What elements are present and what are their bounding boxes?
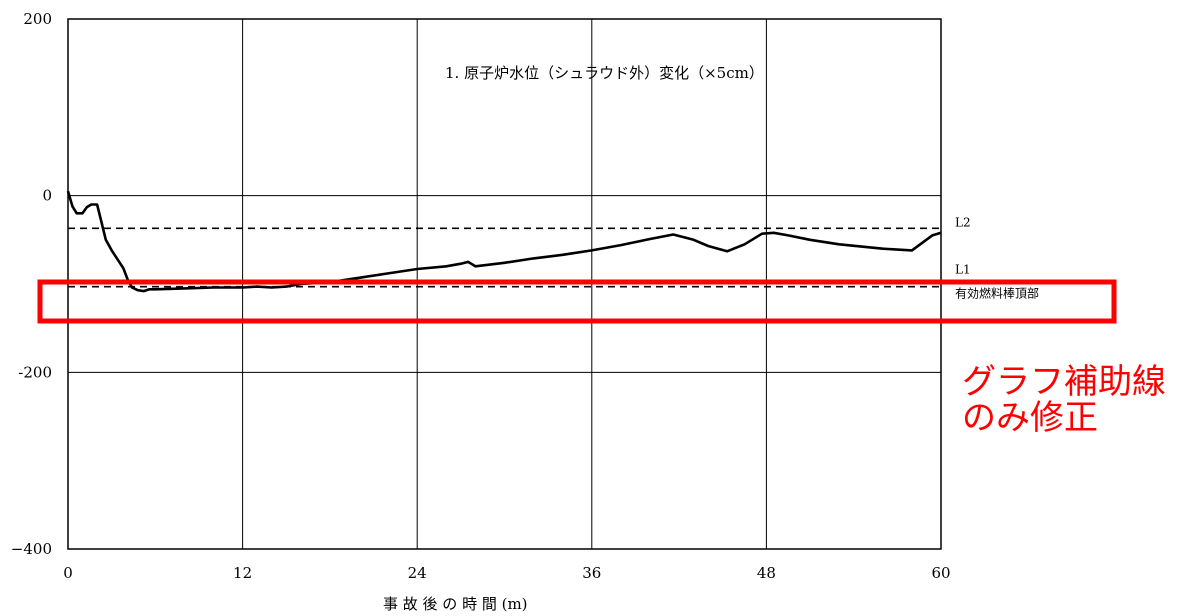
highlight-box [37,279,1117,324]
reference-label: L1 [955,263,971,277]
x-tick-label: 48 [757,564,776,582]
y-tick-label: −400 [11,540,52,558]
series-line [66,190,942,293]
x-tick-label: 60 [931,564,950,582]
x-axis-label: 事 故 後 の 時 間 (m) [383,595,528,612]
y-tick-label: -200 [18,363,52,381]
tick-labels: 0 12 24 36 48 60 200 0 -200 −400 [11,10,951,582]
x-tick-label: 36 [582,564,601,582]
highlight-annotation: グラフ補助線 のみ修正 [962,362,1166,438]
x-tick-label: 12 [233,564,252,582]
series-layer [66,190,942,293]
chart-title: 1. 原子炉水位（シュラウド外）変化（×5cm） [445,64,764,82]
y-tick-label: 0 [42,187,52,205]
x-tick-label: 0 [63,564,73,582]
y-tick-label: 200 [23,10,52,28]
reference-label: 有効燃料棒頂部 [955,286,1039,301]
x-tick-label: 24 [408,564,427,582]
reference-label: L2 [955,215,971,229]
